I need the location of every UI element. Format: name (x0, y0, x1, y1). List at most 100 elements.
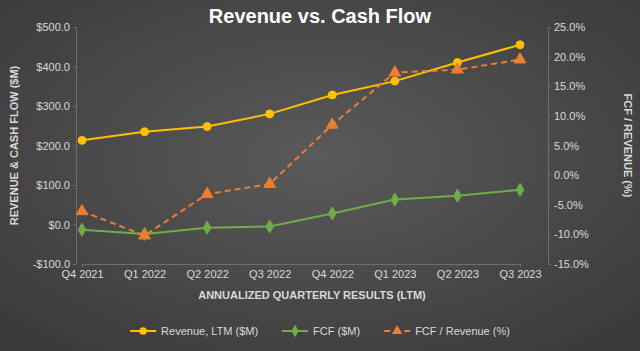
tick-mark (548, 116, 551, 117)
marker (328, 207, 336, 220)
y-axis: -$100.0$0.0$100.0$200.0$300.0$400.0$500.… (33, 21, 77, 270)
tick: Q1 2022 (124, 264, 166, 280)
tick: Q2 2023 (437, 264, 479, 280)
tick: $400.0 (36, 61, 76, 73)
tick-mark (332, 264, 333, 267)
marker (76, 204, 88, 214)
tick: $100.0 (36, 179, 76, 191)
tick: Q2 2022 (187, 264, 229, 280)
marker (141, 128, 149, 136)
marker (391, 193, 399, 206)
legend: Revenue, LTM ($M) FCF ($M) FCF / Revenue (… (130, 325, 510, 337)
tick: 15.0% (548, 80, 585, 92)
marker (454, 189, 462, 202)
axis-line (549, 28, 552, 265)
series (78, 41, 524, 145)
tick-mark (73, 106, 76, 107)
tick-mark (82, 264, 83, 267)
x-axis-title: ANNUALIZED QUARTERLY RESULTS (LTM) (198, 289, 426, 301)
tick-mark (73, 67, 76, 68)
tick-mark (73, 225, 76, 226)
tick: 10.0% (548, 110, 585, 122)
marker (266, 220, 274, 233)
legend-marker (139, 327, 147, 335)
tick: 25.0% (548, 21, 585, 33)
y2-axis-title: FCF / REVENUE (%) (622, 94, 634, 198)
tick: $0.0 (49, 219, 76, 231)
marker (326, 118, 338, 128)
background (0, 0, 640, 351)
tick-label: 20.0% (554, 51, 585, 63)
tick-label: -5.0% (554, 199, 583, 211)
tick: -10.0% (548, 228, 589, 240)
tick-mark (548, 57, 551, 58)
marker (266, 110, 274, 118)
tick: $300.0 (36, 100, 76, 112)
tick-mark (548, 234, 551, 235)
legend-item: FCF ($M) (282, 325, 360, 337)
marker (389, 66, 401, 76)
tick-label: Q2 2023 (437, 268, 479, 280)
tick-mark (73, 146, 76, 147)
series (78, 183, 524, 240)
tick-label: 5.0% (554, 140, 579, 152)
marker (203, 221, 211, 234)
tick: -15.0% (548, 258, 589, 270)
legend-item: Revenue, LTM ($M) (130, 325, 258, 337)
tick-label: 25.0% (554, 21, 585, 33)
axis-line (83, 265, 521, 268)
tick-label: Q3 2023 (499, 268, 541, 280)
marker (78, 136, 86, 144)
tick-mark (548, 205, 551, 206)
tick-label: Q1 2023 (374, 268, 416, 280)
series (76, 53, 526, 239)
tick-label: 0.0% (554, 169, 579, 181)
tick-label: Q2 2022 (187, 268, 229, 280)
tick: Q3 2023 (499, 264, 541, 280)
tick-mark (548, 86, 551, 87)
marker (516, 41, 524, 49)
legend-label: FCF ($M) (313, 325, 360, 337)
y-axis-title: REVENUE & CASH FLOW ($M) (8, 65, 20, 225)
marker (328, 91, 336, 99)
tick-label: $100.0 (36, 179, 70, 191)
tick-label: 10.0% (554, 110, 585, 122)
tick-mark (548, 146, 551, 147)
legend-label: Revenue, LTM ($M) (161, 325, 258, 337)
chart: Revenue vs. Cash FlowQ4 2021Q1 2022Q2 20… (0, 0, 640, 351)
plot-area (76, 41, 526, 241)
marker (264, 177, 276, 187)
tick-mark (520, 264, 521, 267)
tick-mark (548, 27, 551, 28)
marker (391, 77, 399, 85)
tick-label: Q4 2022 (312, 268, 354, 280)
tick-label: Q3 2022 (249, 268, 291, 280)
marker (452, 63, 464, 73)
marker (139, 229, 151, 239)
tick-mark (73, 27, 76, 28)
line (82, 60, 520, 236)
tick: 5.0% (548, 140, 579, 152)
tick-mark (207, 264, 208, 267)
tick-mark (548, 264, 551, 265)
tick-label: $300.0 (36, 100, 70, 112)
tick-mark (73, 185, 76, 186)
tick: Q1 2023 (374, 264, 416, 280)
tick: 20.0% (548, 51, 585, 63)
tick-mark (548, 175, 551, 176)
tick-label: $0.0 (49, 219, 70, 231)
tick-label: 15.0% (554, 80, 585, 92)
tick-mark (457, 264, 458, 267)
marker (201, 187, 213, 197)
tick-label: $200.0 (36, 140, 70, 152)
tick: $200.0 (36, 140, 76, 152)
tick: 0.0% (548, 169, 579, 181)
tick-label: -10.0% (554, 228, 589, 240)
legend-marker (392, 325, 402, 334)
tick-label: Q1 2022 (124, 268, 166, 280)
tick-mark (270, 264, 271, 267)
legend-label: FCF / Revenue (%) (415, 325, 510, 337)
line (82, 45, 520, 141)
tick: -5.0% (548, 199, 583, 211)
tick-label: -15.0% (554, 258, 589, 270)
